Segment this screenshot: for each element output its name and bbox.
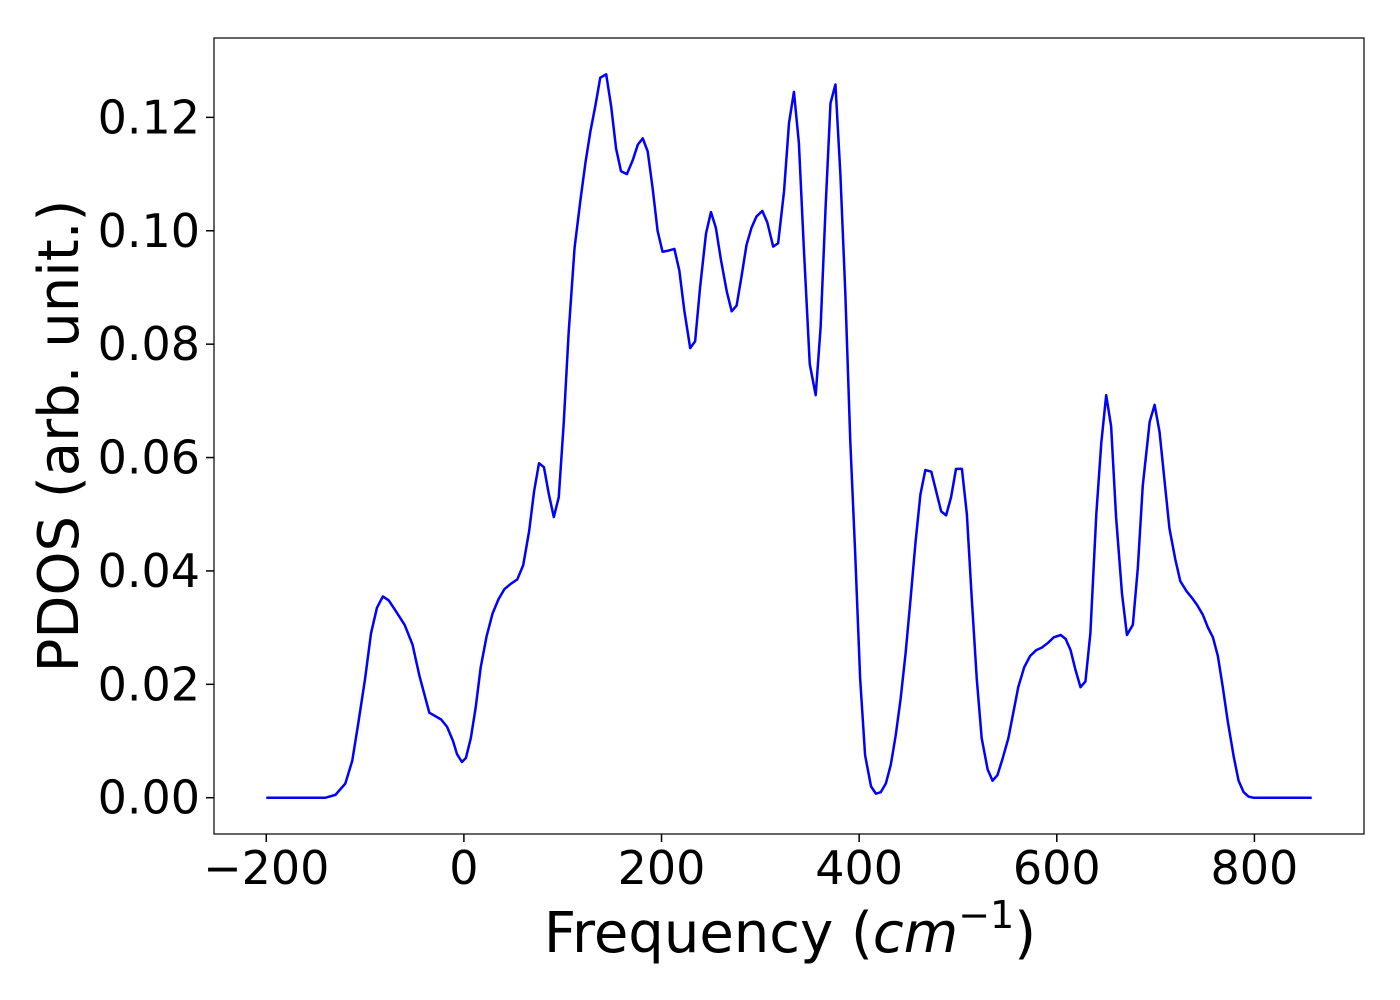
y-tick-label: 0.02: [98, 657, 200, 711]
y-axis-label: PDOS (arb. unit.): [27, 200, 92, 673]
x-tick-label: 600: [1013, 841, 1101, 895]
y-tick-label: 0.08: [98, 317, 200, 371]
x-label-text: Frequency (: [544, 901, 873, 966]
x-label-exponent: −1: [958, 893, 1014, 937]
x-label-unit: cm: [873, 901, 958, 966]
y-tick-label: 0.06: [98, 431, 200, 485]
x-tick-label: 800: [1211, 841, 1299, 895]
y-tick-label: 0.04: [98, 544, 200, 598]
x-tick-label: 400: [815, 841, 903, 895]
y-tick-label: 0.00: [98, 771, 200, 825]
x-axis-label: Frequency (cm−1): [544, 893, 1036, 966]
x-tick-label: 200: [618, 841, 706, 895]
x-tick-label: 0: [449, 841, 478, 895]
x-label-close: ): [1014, 901, 1036, 966]
x-tick-label: −200: [203, 841, 329, 895]
y-tick-label: 0.12: [98, 90, 200, 144]
pdos-line: [266, 73, 1312, 799]
plot-frame: [213, 37, 1365, 835]
y-tick-label: 0.10: [98, 204, 200, 258]
